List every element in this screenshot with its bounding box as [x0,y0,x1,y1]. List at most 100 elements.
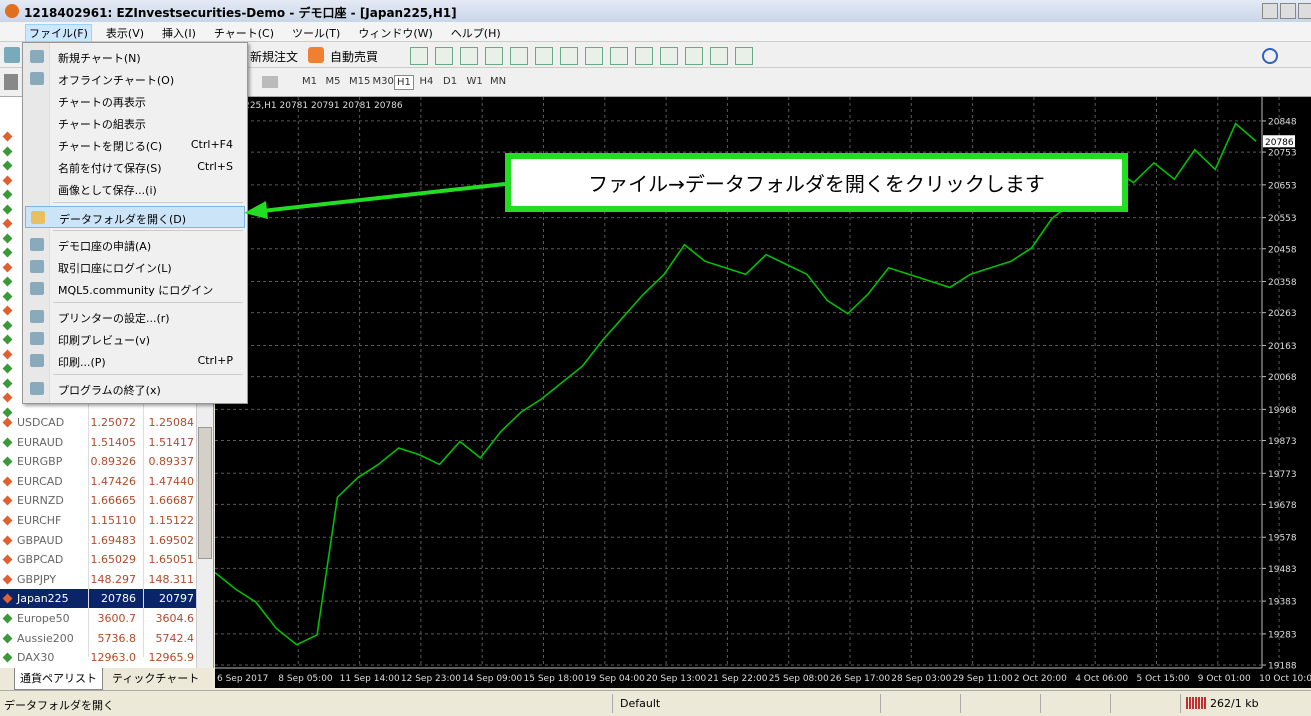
market-row[interactable]: Aussie200 5736.8 5742.4 [0,629,196,648]
market-row[interactable]: DAX30 12963.0 12965.9 [0,648,196,667]
menu-separator [53,374,243,375]
symbol: EURCAD [17,474,63,488]
menu-item[interactable]: 新規チャート(N) [25,46,245,68]
hidden-row-icon [2,131,13,142]
menu-label: 取引口座にログイン(L) [58,262,172,275]
menu-item[interactable]: 挿入(I) [162,27,196,40]
toolbar-icon[interactable] [585,47,603,65]
menu-item[interactable]: オフラインチャート(O) [25,68,245,90]
timeframe-button[interactable]: MN [490,76,507,87]
market-row[interactable]: GBPAUD 1.69483 1.69502 [0,531,196,550]
menu-item[interactable]: ヘルプ(H) [450,27,501,40]
timeframe-button[interactable]: D1 [443,76,458,87]
toolbar-button[interactable]: 新規注文 [250,50,299,64]
market-row[interactable]: EURNZD 1.66665 1.66687 [0,491,196,510]
bid: 5736.8 [97,631,137,645]
menu-item[interactable]: チャートの組表示 [25,112,245,134]
toolbar-icon[interactable] [510,47,528,65]
hidden-row-icon [2,363,13,374]
toolbar-icon[interactable] [435,47,453,65]
timeframe-button[interactable]: M1 [302,76,317,87]
status-text: Default [620,697,661,710]
menu-item[interactable]: チャートの再表示 [25,90,245,112]
current-price: 20786 [1265,138,1294,148]
price-label: 19188 [1268,662,1297,672]
menu-label: 画像として保存...(i) [58,184,157,197]
bid: 3600.7 [97,612,137,625]
toolbar-icon[interactable] [735,47,753,65]
price-label: 19383 [1268,598,1297,608]
column-line [88,397,89,657]
menu-item[interactable]: プリンターの設定...(r) [25,306,245,328]
toolbar-icon[interactable] [460,47,478,65]
menu-item[interactable]: 画像として保存...(i) [25,178,245,200]
menu-item[interactable]: 印刷プレビュー(v) [25,328,245,350]
hidden-row-icon [2,392,13,403]
timeframe-button[interactable]: M30 [372,76,394,87]
search-icon[interactable] [1262,48,1278,64]
column-line [143,397,144,657]
toolbar-button[interactable]: 自動売買 [330,50,379,64]
toolbar-icon[interactable] [710,47,728,65]
menu-item[interactable]: ファイル(F) [25,24,92,42]
menu-item[interactable]: ウィンドウ(W) [358,27,433,40]
menu-label: デモ口座の申請(A) [58,240,152,253]
toolbar-icon[interactable] [660,47,678,65]
timeframe-button[interactable]: M15 [349,76,371,87]
tab[interactable]: ティックチャート [112,672,200,685]
market-row[interactable]: USDCAD 1.25072 1.25084 [0,413,196,432]
hidden-row-icon [2,218,13,229]
market-row[interactable]: EURCAD 1.47426 1.47440 [0,472,196,491]
menu-item[interactable]: 名前を付けて保存(S) Ctrl+S [25,156,245,178]
menu-shortcut: Ctrl+S [197,160,233,173]
window-title: 1218402961: EZInvestsecurities-Demo - デモ… [24,6,457,20]
hidden-row-icon [2,189,13,200]
market-row[interactable]: GBPJPY 148.297 148.311 [0,570,196,589]
toolbar-icon[interactable] [485,47,503,65]
menu-item[interactable]: 印刷...(P) Ctrl+P [25,350,245,372]
time-label: 29 Sep 11:00 [953,674,1013,684]
time-label: 14 Sep 09:00 [462,674,522,684]
window-controls[interactable] [1262,3,1311,19]
bid: 1.65029 [90,553,137,567]
timeframe-button[interactable]: H4 [419,76,434,87]
market-row[interactable]: EURGBP 0.89326 0.89337 [0,452,196,471]
menu-item[interactable]: デモ口座の申請(A) [25,234,245,256]
direction-icon [2,652,13,663]
timeframe-button[interactable]: W1 [466,76,483,87]
toolbar-icon[interactable] [410,47,428,65]
menu-item[interactable]: 表示(V) [105,27,145,40]
title-bar: 1218402961: EZInvestsecurities-Demo - デモ… [0,0,1311,22]
menu-item[interactable]: チャート(C) [213,27,275,40]
scroll-thumb[interactable] [198,427,212,559]
timeframe-button[interactable]: H1 [394,75,414,90]
tab[interactable]: 通貨ペアリスト [14,668,103,690]
menu-item[interactable]: ツール(T) [292,27,341,40]
toolbar-icon[interactable] [685,47,703,65]
bid: 1.47426 [90,474,137,488]
toolbar-icon[interactable] [560,47,578,65]
market-row[interactable]: Europe50 3600.7 3604.6 [0,609,196,628]
menu-label: チャートを閉じる(C) [58,140,163,153]
menu-item[interactable]: MQL5.community にログイン [25,278,245,300]
toolbar-icon[interactable] [610,47,628,65]
timeframe-button[interactable]: M5 [325,76,341,87]
symbol: DAX30 [17,651,55,665]
menu-item[interactable]: プログラムの終了(x) [25,378,245,400]
menu-item[interactable]: データフォルダを開く(D) [25,206,245,228]
time-label: 10 Oct 10:00 [1259,674,1311,684]
market-row[interactable]: EURAUD 1.51405 1.51417 [0,433,196,452]
menu-item[interactable]: 取引口座にログイン(L) [25,256,245,278]
ask: 12965.9 [148,651,195,665]
market-row[interactable]: EURCHF 1.15110 1.15122 [0,511,196,530]
toolbar-icon[interactable] [262,76,278,88]
market-row[interactable]: GBPCAD 1.65029 1.65051 [0,550,196,569]
toolbar-icon[interactable] [635,47,653,65]
bid: 12963.0 [90,651,137,665]
toolbar-icon[interactable] [535,47,553,65]
bid: 1.25072 [90,416,137,429]
menu-item[interactable]: チャートを閉じる(C) Ctrl+F4 [25,134,245,156]
time-label: 2 Oct 20:00 [1014,674,1067,684]
market-row[interactable]: Japan225 20786 20797 [0,589,196,609]
